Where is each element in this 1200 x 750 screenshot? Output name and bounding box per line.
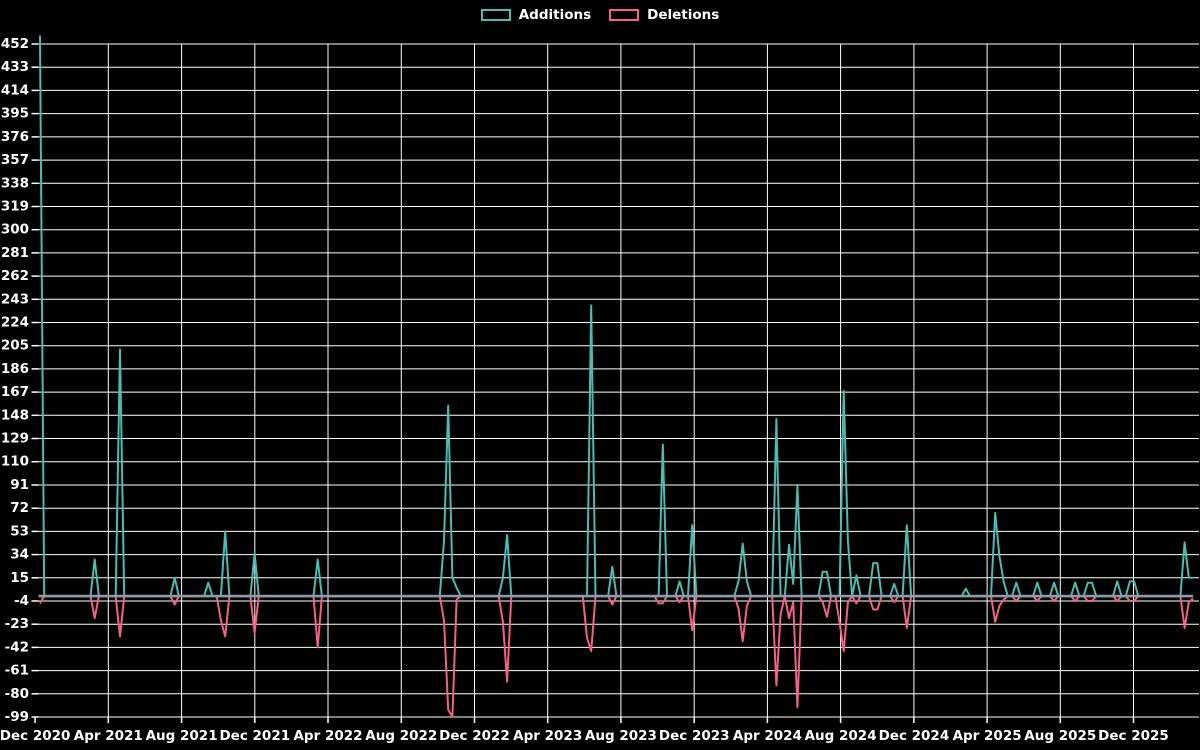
x-tick-label: Dec 2020 [0, 728, 70, 744]
x-tick-label: Aug 2022 [365, 728, 437, 744]
y-tick-label: 319 [1, 199, 29, 215]
y-tick-label: -80 [5, 686, 29, 702]
y-tick-label: 91 [10, 477, 29, 493]
y-tick-label: 72 [10, 500, 29, 516]
x-tick-label: Dec 2023 [659, 728, 730, 744]
deletions-legend-label: Deletions [647, 7, 720, 23]
y-tick-label: 129 [1, 431, 29, 447]
y-tick-label: -42 [5, 639, 29, 655]
additions-swatch-icon [480, 9, 511, 21]
y-tick-label: 224 [1, 315, 29, 331]
x-tick-label: Apr 2022 [293, 728, 362, 744]
x-tick-label: Dec 2022 [439, 728, 510, 744]
y-tick-label: 243 [1, 291, 29, 307]
y-tick-label: 167 [1, 384, 29, 400]
y-tick-label: 148 [1, 407, 29, 423]
y-tick-label: 376 [1, 129, 29, 145]
y-tick-label: 15 [10, 570, 29, 586]
x-tick-label: Aug 2023 [585, 728, 657, 744]
y-tick-label: -61 [5, 663, 29, 679]
legend-item-additions[interactable]: Additions [480, 7, 592, 23]
y-tick-label: 186 [1, 361, 29, 377]
y-tick-label: 300 [1, 222, 29, 238]
y-tick-label: 262 [1, 268, 29, 284]
y-tick-label: 53 [10, 523, 29, 539]
y-tick-label: 395 [1, 106, 29, 122]
y-tick-label: -23 [5, 616, 29, 632]
deletions-swatch-icon [609, 9, 640, 21]
y-tick-label: 205 [1, 338, 29, 354]
additions-legend-label: Additions [518, 7, 592, 23]
y-tick-label: 433 [1, 59, 29, 75]
y-tick-label: -4 [14, 593, 29, 609]
x-tick-label: Apr 2023 [513, 728, 582, 744]
y-tick-label: 338 [1, 175, 29, 191]
y-tick-label: 34 [10, 547, 29, 563]
y-tick-label: 452 [1, 36, 29, 52]
y-tick-label: 110 [1, 454, 29, 470]
deletions-line [39, 595, 1194, 718]
y-tick-label: 414 [1, 82, 29, 98]
x-tick-label: Dec 2025 [1098, 728, 1169, 744]
y-tick-label: -99 [5, 709, 29, 725]
x-tick-label: Dec 2024 [879, 728, 950, 744]
x-tick-label: Aug 2025 [1024, 728, 1096, 744]
x-tick-label: Aug 2024 [805, 728, 877, 744]
chart-legend: Additions Deletions [0, 7, 1200, 23]
additions-line [39, 35, 1193, 598]
x-tick-label: Aug 2021 [146, 728, 218, 744]
x-tick-label: Apr 2021 [74, 728, 143, 744]
y-tick-label: 357 [1, 152, 29, 168]
legend-item-deletions[interactable]: Deletions [609, 7, 719, 23]
y-tick-label: 281 [1, 245, 29, 261]
x-tick-label: Dec 2021 [219, 728, 290, 744]
x-tick-label: Apr 2025 [953, 728, 1022, 744]
x-tick-label: Apr 2024 [733, 728, 802, 744]
